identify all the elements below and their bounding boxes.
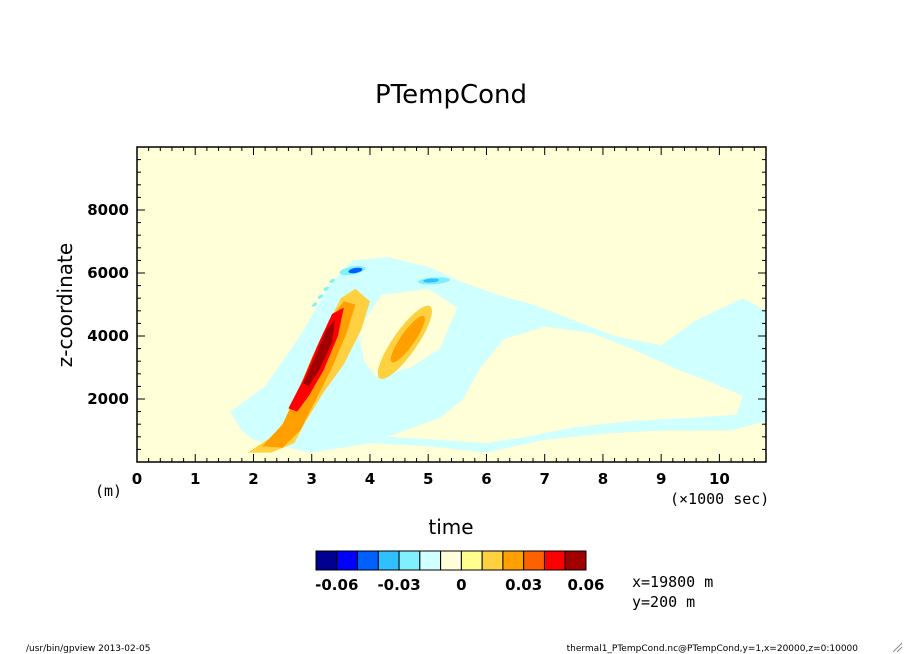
contour-main-plume-max <box>303 320 335 387</box>
contour-fills <box>230 257 766 453</box>
resize-grip-icon[interactable] <box>892 642 903 653</box>
colorbar <box>315 550 587 571</box>
colorbar-swatch <box>357 550 379 571</box>
x-tick-label: 2 <box>248 470 258 488</box>
x-tick-label: 10 <box>709 470 730 488</box>
contour-negative-streak-2 <box>317 294 324 299</box>
footer-right: thermal1_PTempCond.nc@PTempCond,y=1,x=20… <box>567 644 859 654</box>
colorbar-swatch <box>523 550 545 571</box>
y-tick-label: 2000 <box>87 390 129 408</box>
colorbar-labels: -0.06 -0.03 0 0.03 0.06 <box>315 576 604 594</box>
x-tick-label: 0 <box>132 470 142 488</box>
y-axis-title: z-coordinate <box>53 243 77 367</box>
x-tick-label: 6 <box>481 470 491 488</box>
contour-negative-top-2-core <box>423 278 440 283</box>
colorbar-swatch <box>315 550 338 571</box>
x-tick-label: 8 <box>598 470 608 488</box>
colorbar-swatch <box>460 550 483 571</box>
footer-left: /usr/bin/gpview 2013-02-05 <box>26 644 150 654</box>
y-position-info: y=200 m <box>632 593 695 611</box>
colorbar-tick-label: -0.06 <box>315 576 358 594</box>
contour-negative-streak-4 <box>329 278 335 284</box>
x-axis: 0 1 2 3 4 5 6 7 8 9 10 <box>132 147 767 488</box>
contour-hole-right <box>387 326 743 444</box>
x-tick-label: 5 <box>423 470 433 488</box>
x-tick-label: 3 <box>307 470 317 488</box>
chart-title: PTempCond <box>375 80 527 110</box>
colorbar-swatch <box>377 550 400 571</box>
contour-negative-streak-1 <box>312 302 318 307</box>
x-tick-label: 1 <box>190 470 200 488</box>
colorbar-swatch <box>481 550 504 571</box>
y-tick-label: 4000 <box>87 327 129 345</box>
x-position-info: x=19800 m <box>632 573 713 591</box>
x-tick-label: 9 <box>656 470 666 488</box>
x-axis-title: time <box>428 515 473 539</box>
y-axis: 2000 4000 6000 8000 <box>87 146 766 463</box>
x-unit-label: (×1000 sec) <box>670 490 769 508</box>
contour-negative-top-1-core <box>348 267 363 274</box>
y-unit-label: (m) <box>95 482 122 500</box>
colorbar-tick-label: 0 <box>456 576 466 594</box>
x-tick-label: 4 <box>365 470 375 488</box>
colorbar-swatch <box>564 550 587 571</box>
colorbar-swatch <box>502 550 525 571</box>
colorbar-swatch <box>543 550 566 571</box>
colorbar-swatch <box>440 550 462 571</box>
y-tick-label: 6000 <box>87 264 129 282</box>
colorbar-swatch <box>419 550 442 571</box>
y-tick-label: 8000 <box>87 201 129 219</box>
colorbar-tick-label: 0.06 <box>567 576 604 594</box>
colorbar-tick-label: -0.03 <box>377 576 420 594</box>
colorbar-swatch <box>398 550 421 571</box>
colorbar-swatch <box>336 550 359 571</box>
contour-secondary-plume-inner <box>390 315 425 363</box>
colorbar-tick-label: 0.03 <box>505 576 542 594</box>
contour-negative-streak-3 <box>323 286 329 291</box>
x-tick-label: 7 <box>539 470 549 488</box>
